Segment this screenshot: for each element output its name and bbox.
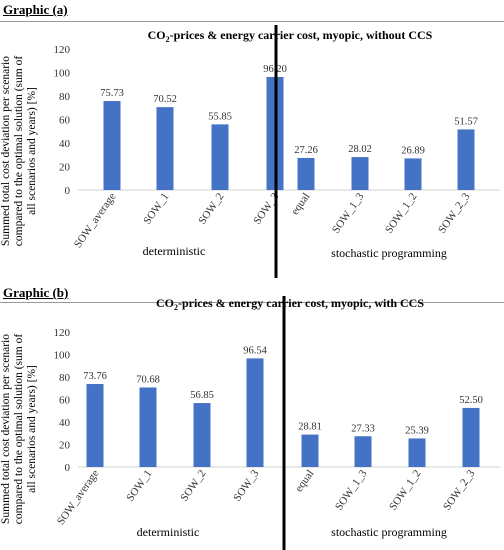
y-axis-label-line: all scenarios and years) [%] (26, 365, 38, 493)
panel-divider-b (0, 302, 504, 303)
bar-value-label: 56.85 (190, 390, 214, 401)
bar-value-label: 70.52 (153, 94, 177, 105)
panel-label-b: Graphic (b) (3, 285, 69, 300)
x-tick-label: SOW_2 (178, 468, 208, 504)
y-tick-label: 20 (59, 440, 71, 452)
y-tick-label: 80 (59, 91, 71, 103)
x-tick-label: SOW_average (55, 468, 102, 528)
y-tick-label: 60 (59, 115, 71, 127)
bar-value-label: 55.85 (208, 111, 232, 122)
y-axis-label-b: Summed total cost deviation per scenario… (0, 309, 38, 549)
bar-value-label: 25.39 (405, 425, 429, 436)
y-tick-label: 60 (59, 395, 71, 407)
x-tick-label: SOW_2 (196, 191, 226, 227)
bar (86, 384, 104, 467)
bar (297, 157, 315, 190)
y-tick-label: 120 (54, 327, 71, 339)
y-tick-label: 40 (59, 417, 71, 429)
bar (351, 157, 369, 190)
y-axis-label-line: Summed total cost deviation per scenario (0, 55, 12, 247)
bar-value-label: 52.50 (459, 395, 483, 406)
bar (103, 101, 121, 190)
y-axis-label-line: all scenarios and years) [%] (26, 87, 38, 215)
x-tick-label: SOW_1_2 (383, 191, 419, 236)
bar (139, 387, 157, 467)
bar-value-label: 51.57 (454, 116, 478, 127)
chart-b: CO2-prices & energy carrier cost, myopic… (54, 296, 500, 550)
x-tick-label: SOW_1_2 (387, 468, 423, 513)
x-tick-label: SOW_1 (141, 191, 171, 227)
y-axis-label-line: compared to the optimal solution (sum of (13, 55, 25, 247)
y-tick-label: 120 (54, 44, 71, 56)
y-axis-label-line: compared to the optimal solution (sum of (13, 333, 25, 525)
bar (354, 436, 372, 467)
x-tick-label: SOW_2_3 (436, 190, 473, 235)
y-tick-label: 40 (59, 138, 71, 150)
group-label-stochastic: stochastic programming (331, 525, 447, 539)
x-tick-label: SOW_1 (124, 468, 154, 504)
bar (246, 358, 264, 467)
chart-title: CO2-prices & energy carrier cost, myopic… (148, 28, 433, 44)
bar (404, 158, 422, 190)
group-label-stochastic: stochastic programming (331, 246, 447, 260)
bar (457, 129, 475, 190)
panel-divider-a (0, 21, 504, 22)
group-label-deterministic: deterministic (137, 525, 200, 539)
x-tick-label: equal (289, 191, 312, 217)
bar-value-label: 70.68 (136, 374, 160, 385)
x-tick-label: SOW_3 (231, 467, 261, 503)
x-tick-label: SOW_1_3 (330, 190, 367, 235)
bar (193, 403, 211, 467)
bar (462, 407, 480, 467)
y-tick-label: 100 (54, 68, 71, 80)
panel-label-a: Graphic (a) (3, 2, 68, 17)
bar (156, 107, 174, 190)
bar (408, 438, 426, 467)
y-tick-label: 0 (65, 462, 71, 474)
y-tick-label: 100 (54, 350, 71, 362)
bar-value-label: 73.76 (83, 371, 107, 382)
x-tick-label: SOW_2_3 (441, 467, 478, 512)
chart-a: CO2-prices & energy carrier cost, myopic… (54, 25, 500, 278)
y-axis-label-line: Summed total cost deviation per scenario (0, 333, 12, 525)
bar-value-label: 27.33 (351, 423, 375, 434)
bar-value-label: 75.73 (100, 88, 124, 99)
y-tick-label: 20 (59, 162, 71, 174)
x-tick-label: equal (293, 468, 316, 494)
y-axis-label-a: Summed total cost deviation per scenario… (0, 26, 38, 276)
bar-value-label: 27.26 (294, 145, 318, 156)
y-tick-label: 80 (59, 372, 71, 384)
chart-title: CO2-prices & energy carrier cost, myopic… (156, 296, 424, 312)
bar (301, 434, 319, 467)
group-label-deterministic: deterministic (143, 244, 206, 258)
bar-value-label: 96.54 (243, 345, 267, 356)
x-tick-label: SOW_1_3 (333, 467, 370, 512)
y-tick-label: 0 (65, 185, 71, 197)
x-tick-label: SOW_average (72, 191, 119, 251)
bar-value-label: 26.89 (401, 145, 425, 156)
bar-value-label: 28.81 (298, 422, 322, 433)
bar (211, 124, 229, 190)
bar-value-label: 28.02 (348, 144, 372, 155)
